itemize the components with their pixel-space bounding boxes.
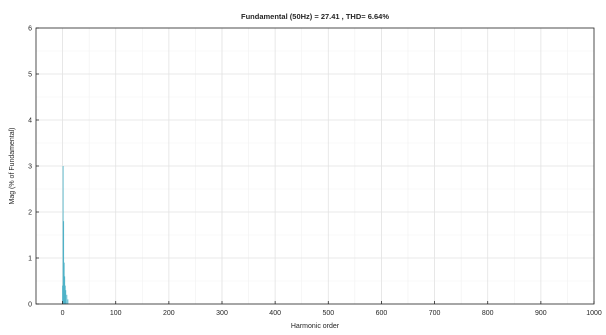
bar (63, 221, 65, 304)
y-tick-label: 0 (28, 302, 32, 309)
y-tick-label: 5 (28, 72, 32, 79)
x-tick-label: 900 (535, 310, 547, 317)
x-tick-label: 0 (61, 310, 65, 317)
bar (62, 285, 63, 304)
x-tick-label: 800 (482, 310, 494, 317)
x-tick-label: 600 (376, 310, 388, 317)
y-axis-label: Mag (% of Fundamental) (9, 127, 16, 204)
bar (62, 166, 64, 304)
x-tick-label: 300 (216, 310, 228, 317)
y-tick-label: 2 (28, 210, 32, 217)
bar (66, 294, 68, 304)
bar (65, 290, 67, 304)
y-ticks: 0 1 2 3 4 5 6 (28, 26, 39, 309)
x-tick-label: 400 (269, 310, 281, 317)
bar (64, 285, 66, 304)
y-tick-label: 4 (28, 118, 32, 125)
y-tick-label: 1 (28, 256, 32, 263)
x-tick-label: 1000 (586, 310, 602, 317)
y-tick-label: 3 (28, 164, 32, 171)
bars (62, 166, 69, 304)
y-tick-label: 6 (28, 26, 32, 33)
x-tick-label: 100 (110, 310, 122, 317)
x-axis-label: Harmonic order (291, 323, 340, 330)
chart-title: Fundamental (50Hz) = 27.41 , THD= 6.64% (241, 12, 389, 21)
x-tick-label: 700 (429, 310, 441, 317)
x-tick-label: 500 (322, 310, 334, 317)
x-ticks: 0 100 200 300 400 500 600 700 800 900 1000 (61, 301, 602, 317)
x-tick-label: 200 (163, 310, 175, 317)
bar (67, 299, 69, 304)
bar (63, 262, 65, 304)
bar (64, 276, 66, 304)
